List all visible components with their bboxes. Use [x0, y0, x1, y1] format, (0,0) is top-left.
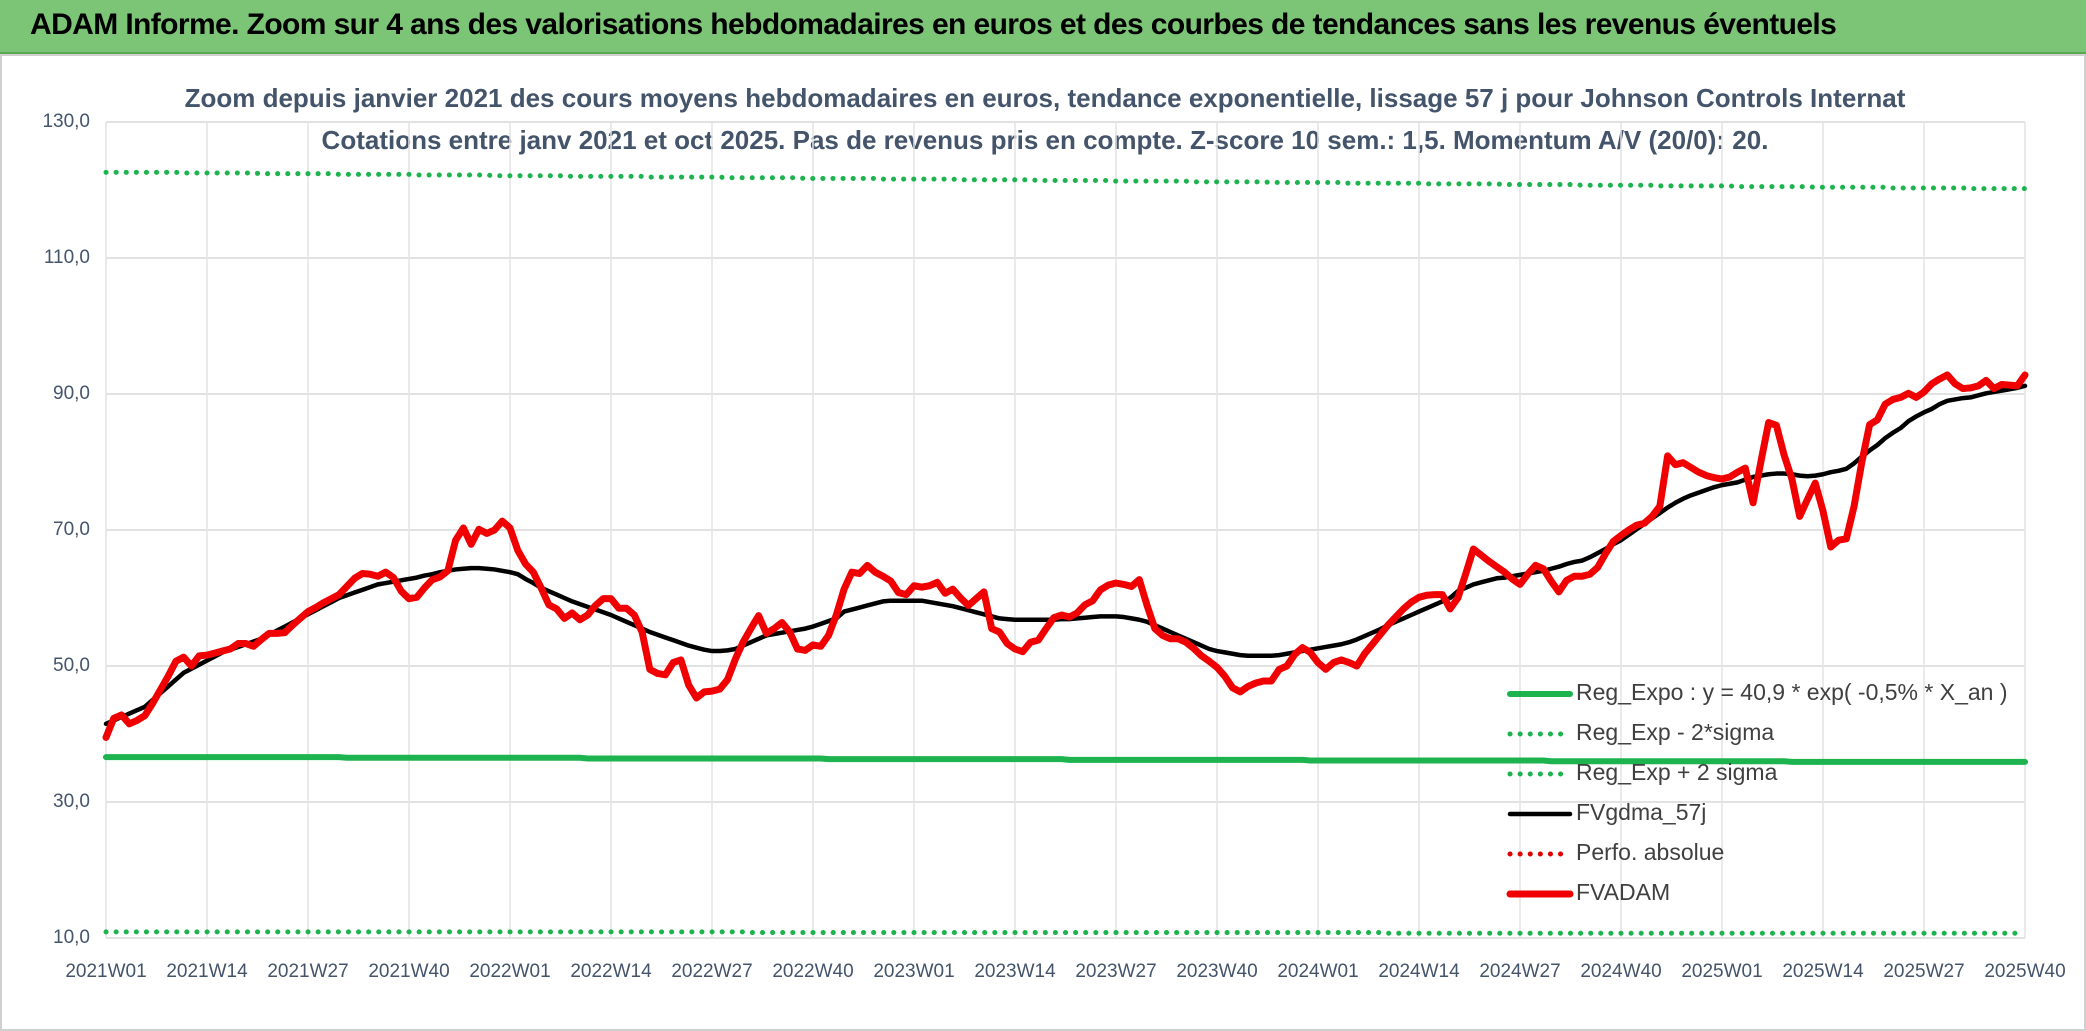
chart-frame [0, 54, 2086, 1031]
legend-label: FVgdma_57j [1576, 799, 1706, 825]
series-line [102, 371, 2029, 741]
header-bar: ADAM Informe. Zoom sur 4 ans des valoris… [0, 0, 2086, 54]
x-tick-label: 2025W01 [1681, 961, 1762, 982]
header-title: ADAM Informe. Zoom sur 4 ans des valoris… [30, 8, 1837, 41]
y-tick-label: 30,0 [53, 791, 90, 812]
x-tick-label: 2023W27 [1075, 961, 1156, 982]
x-tick-label: 2022W27 [671, 961, 752, 982]
y-tick-label: 130,0 [42, 111, 90, 132]
x-tick-label: 2023W01 [873, 961, 954, 982]
y-tick-label: 70,0 [53, 519, 90, 540]
x-tick-label: 2025W27 [1883, 961, 1964, 982]
x-tick-label: 2021W14 [166, 961, 248, 982]
y-tick-label: 90,0 [53, 383, 90, 404]
x-tick-label: 2023W40 [1176, 961, 1257, 982]
y-tick-label: 50,0 [53, 655, 90, 676]
x-tick-label: 2024W14 [1378, 961, 1460, 982]
x-tick-label: 2021W01 [65, 961, 146, 982]
x-tick-label: 2022W01 [469, 961, 550, 982]
x-tick-label: 2021W27 [267, 961, 348, 982]
y-tick-label: 10,0 [53, 927, 90, 948]
legend-label: Reg_Exp - 2*sigma [1576, 719, 1774, 745]
x-tick-label: 2023W14 [974, 961, 1056, 982]
chart-title: Zoom depuis janvier 2021 des cours moyen… [185, 83, 1906, 113]
series-line [103, 754, 2028, 765]
chart: Zoom depuis janvier 2021 des cours moyen… [0, 54, 2086, 1031]
x-tick-label: 2025W40 [1984, 961, 2065, 982]
x-tick-label: 2025W14 [1782, 961, 1864, 982]
x-tick-label: 2024W27 [1479, 961, 1560, 982]
chart-subtitle: Cotations entre janv 2021 et oct 2025. P… [322, 125, 1769, 155]
legend-label: Reg_Expo : y = 40,9 * exp( -0,5% * X_an … [1576, 679, 2008, 705]
series-line [103, 169, 2028, 192]
legend-label: Perfo. absolue [1576, 839, 1724, 865]
x-tick-label: 2024W40 [1580, 961, 1661, 982]
legend-label: FVADAM [1576, 879, 1670, 905]
legend-label: Reg_Exp + 2 sigma [1576, 759, 1778, 785]
x-tick-label: 2022W40 [772, 961, 853, 982]
x-tick-label: 2024W01 [1277, 961, 1358, 982]
x-tick-label: 2022W14 [570, 961, 652, 982]
y-tick-label: 110,0 [44, 247, 90, 268]
x-tick-label: 2021W40 [368, 961, 449, 982]
